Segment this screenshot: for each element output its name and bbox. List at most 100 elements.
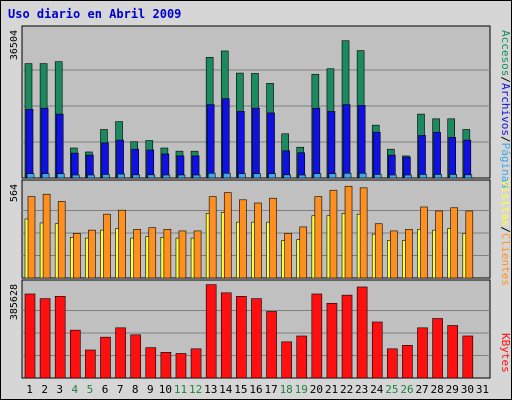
- bar-kbytes-27: [417, 327, 428, 379]
- chart-title: Uso diario en Abril 2009: [8, 7, 181, 21]
- bar-kbytes-19: [296, 335, 308, 379]
- bar-clientes-13: [208, 196, 217, 279]
- bar-paginas-12: [192, 174, 201, 179]
- legend-archivos: Archivos: [499, 83, 512, 136]
- x-label-day-10: 10: [159, 383, 172, 396]
- bar-paginas-30: [464, 174, 473, 179]
- bar-clientes-21: [329, 189, 338, 279]
- bar-kbytes-15: [236, 296, 247, 379]
- legend-panel2: Visitas/Clientes: [499, 180, 512, 286]
- bar-kbytes-28: [432, 318, 443, 379]
- x-label-day-15: 15: [234, 383, 247, 396]
- bar-archivos-20: [312, 107, 321, 179]
- bar-archivos-13: [206, 104, 215, 179]
- x-label-day-19: 19: [295, 383, 308, 396]
- bar-archivos-11: [176, 155, 185, 179]
- bar-kbytes-26: [402, 345, 413, 379]
- x-label-day-23: 23: [355, 383, 368, 396]
- bar-paginas-27: [419, 174, 427, 179]
- x-label-day-11: 11: [174, 383, 187, 396]
- bar-kbytes-9: [145, 347, 157, 379]
- bar-clientes-6: [103, 213, 111, 279]
- x-label-day-6: 6: [102, 383, 109, 396]
- legend-kbytes: KBytes: [499, 333, 512, 373]
- bar-clientes-18: [284, 233, 292, 279]
- bar-paginas-14: [222, 172, 231, 179]
- bar-archivos-15: [237, 111, 245, 179]
- bar-archivos-29: [448, 137, 457, 179]
- bar-paginas-7: [117, 173, 125, 179]
- x-label-day-28: 28: [431, 383, 444, 396]
- bar-kbytes-25: [387, 348, 398, 379]
- bar-clientes-14: [223, 192, 232, 279]
- bar-clientes-7: [118, 209, 126, 279]
- bar-clientes-25: [390, 230, 398, 279]
- bar-paginas-25: [389, 174, 397, 179]
- x-label-day-22: 22: [340, 383, 353, 396]
- x-label-day-29: 29: [446, 383, 459, 396]
- bar-archivos-6: [101, 142, 109, 179]
- x-label-day-7: 7: [117, 383, 124, 396]
- bar-archivos-17: [267, 112, 275, 179]
- bar-kbytes-22: [341, 294, 353, 379]
- bar-paginas-6: [102, 174, 110, 179]
- x-label-day-4: 4: [72, 383, 79, 396]
- bar-kbytes-5: [85, 349, 96, 379]
- x-label-day-13: 13: [204, 383, 217, 396]
- bar-paginas-16: [253, 173, 261, 179]
- bar-archivos-8: [131, 148, 139, 179]
- bar-paginas-1: [26, 173, 35, 179]
- bar-clientes-5: [88, 229, 96, 279]
- bar-kbytes-8: [130, 334, 141, 379]
- bar-paginas-22: [343, 172, 352, 179]
- bar-paginas-8: [132, 174, 140, 179]
- bar-paginas-29: [449, 174, 458, 179]
- y-max-label-bottom: 385628: [9, 284, 20, 320]
- bar-clientes-29: [450, 207, 459, 279]
- bar-archivos-30: [463, 139, 472, 179]
- x-label-day-1: 1: [26, 383, 33, 396]
- x-label-day-20: 20: [310, 383, 323, 396]
- bar-kbytes-17: [266, 311, 277, 379]
- bar-archivos-7: [116, 139, 124, 179]
- bar-clientes-2: [42, 193, 51, 279]
- bar-archivos-12: [191, 155, 200, 179]
- bar-clientes-17: [269, 197, 277, 279]
- bar-kbytes-20: [311, 293, 323, 379]
- bar-clientes-22: [344, 185, 353, 279]
- bar-clientes-30: [465, 210, 474, 279]
- bar-kbytes-29: [447, 325, 459, 379]
- bar-clientes-24: [374, 223, 383, 279]
- x-label-day-9: 9: [147, 383, 154, 396]
- bar-clientes-27: [420, 206, 428, 279]
- y-max-label-top: 36504: [9, 30, 20, 60]
- bar-archivos-3: [55, 113, 64, 179]
- x-label-day-3: 3: [56, 383, 63, 396]
- chart-bars: [24, 40, 474, 379]
- bar-paginas-17: [268, 173, 276, 179]
- bar-paginas-3: [56, 173, 65, 179]
- bar-archivos-2: [40, 107, 49, 179]
- legend-visitas: Visitas: [499, 180, 512, 226]
- bar-paginas-10: [162, 174, 171, 179]
- bar-paginas-20: [313, 173, 322, 179]
- bar-kbytes-24: [371, 321, 383, 379]
- x-label-day-25: 25: [385, 383, 398, 396]
- bar-paginas-15: [238, 173, 246, 179]
- x-label-day-18: 18: [280, 383, 293, 396]
- x-label-day-12: 12: [189, 383, 202, 396]
- x-label-day-16: 16: [249, 383, 262, 396]
- bar-clientes-15: [239, 199, 247, 279]
- bar-kbytes-10: [160, 352, 172, 379]
- x-label-day-2: 2: [41, 383, 48, 396]
- bar-archivos-18: [282, 150, 290, 179]
- bar-paginas-4: [71, 174, 80, 179]
- bar-paginas-5: [87, 174, 95, 179]
- legend-paginas: Páginas: [499, 143, 512, 189]
- legend-sep: /: [499, 136, 512, 143]
- bar-paginas-26: [404, 174, 412, 179]
- bar-clientes-26: [405, 229, 413, 279]
- legend-sep: /: [499, 76, 512, 83]
- bar-kbytes-6: [100, 336, 111, 379]
